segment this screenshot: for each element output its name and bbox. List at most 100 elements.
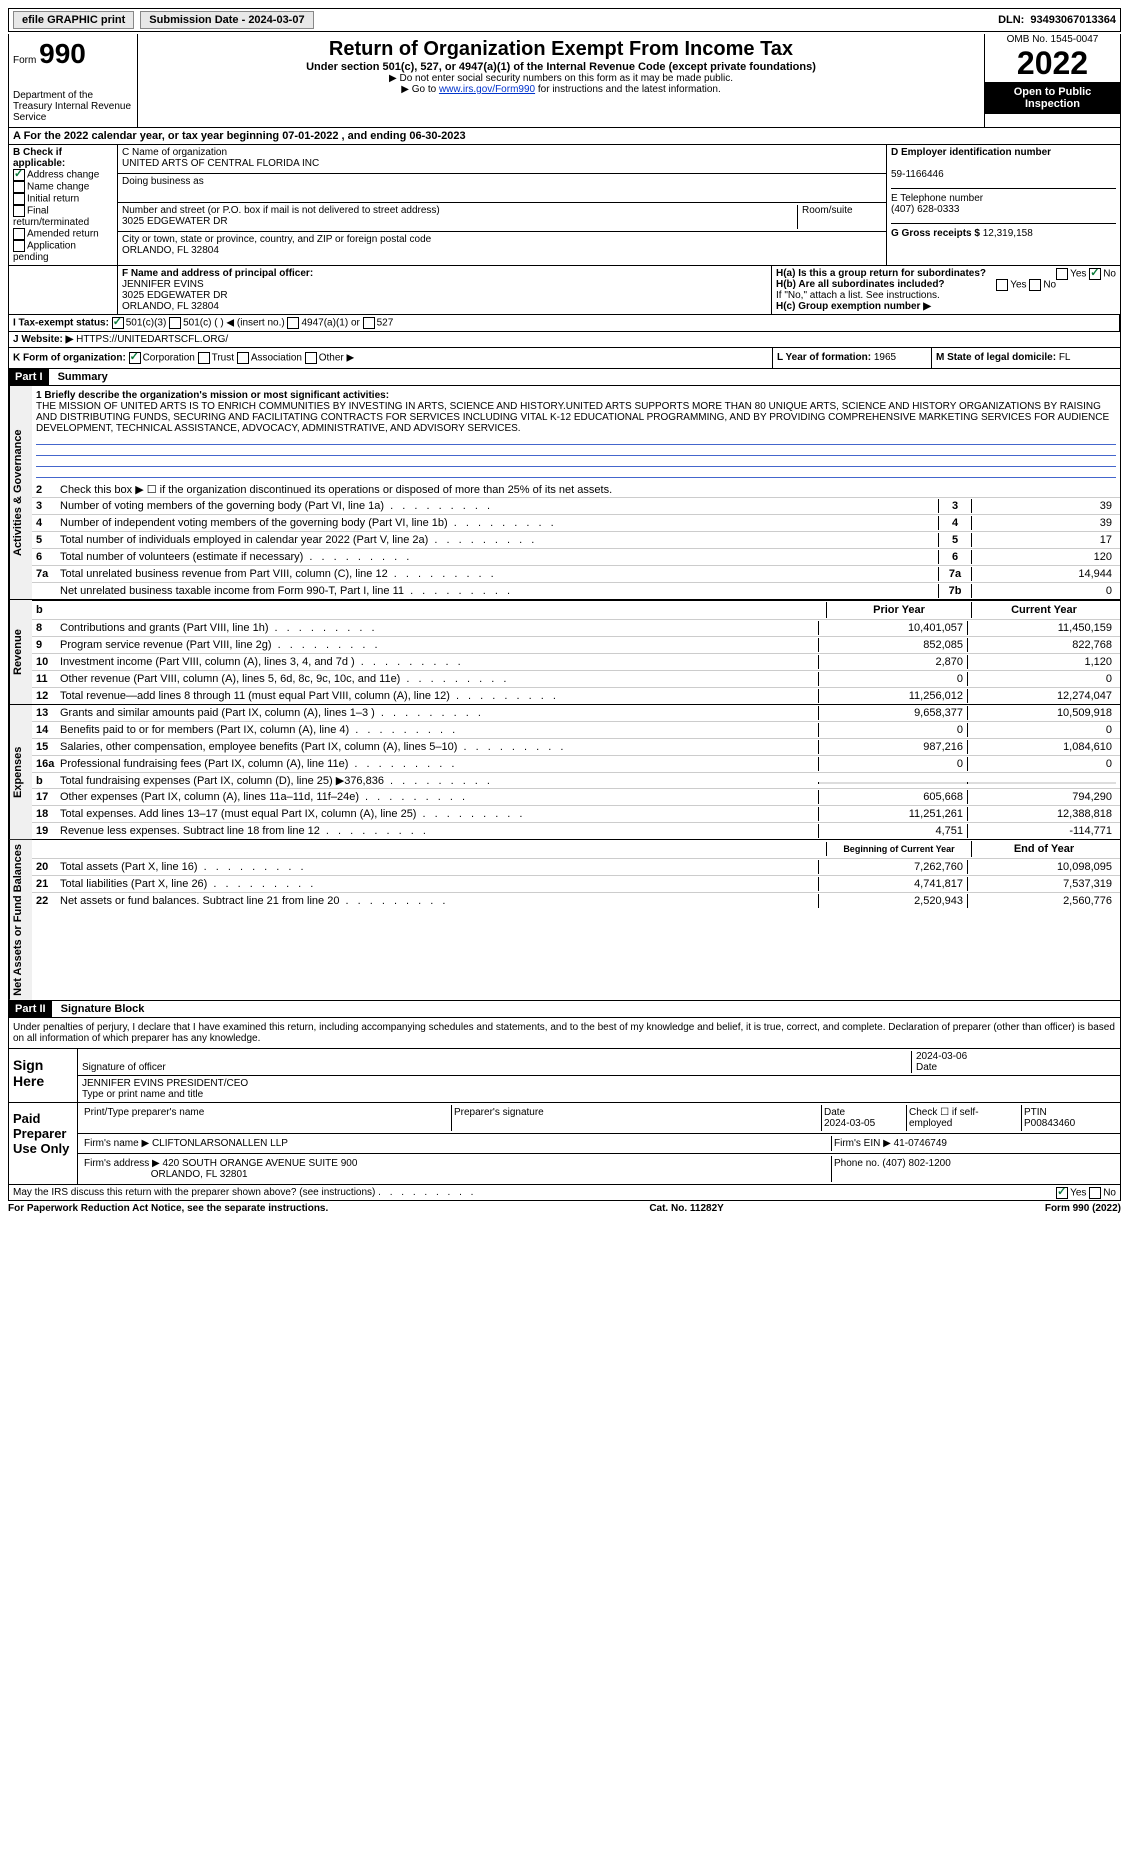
part1-governance: Activities & Governance 1 Briefly descri… xyxy=(8,386,1121,600)
hb-no[interactable] xyxy=(1029,279,1041,291)
org-name-label: C Name of organization xyxy=(122,147,227,158)
part1-title: Summary xyxy=(52,369,114,385)
prep-name-label: Print/Type preparer's name xyxy=(84,1107,204,1118)
room-label: Room/suite xyxy=(802,205,853,216)
officer-addr1: 3025 EDGEWATER DR xyxy=(122,290,228,301)
officer-name-value: JENNIFER EVINS PRESIDENT/CEO xyxy=(82,1078,248,1089)
row-j: J Website: ▶ HTTPS://UNITEDARTSCFL.ORG/ xyxy=(8,332,1121,348)
part1-netassets: Net Assets or Fund Balances Beginning of… xyxy=(8,840,1121,1001)
initial-return-check[interactable] xyxy=(13,193,25,205)
hb-label: H(b) Are all subordinates included? xyxy=(776,279,945,290)
phone-label: E Telephone number xyxy=(891,193,983,204)
part1-revenue: Revenue b Prior Year Current Year 8Contr… xyxy=(8,600,1121,705)
dba-label: Doing business as xyxy=(122,176,204,187)
omb-number: OMB No. 1545-0047 xyxy=(985,34,1120,45)
m-label: M State of legal domicile: xyxy=(936,352,1056,363)
4947-check[interactable] xyxy=(287,317,299,329)
gross-value: 12,319,158 xyxy=(983,228,1033,239)
sign-here-label: Sign Here xyxy=(9,1049,77,1102)
hb-note: If "No," attach a list. See instructions… xyxy=(776,290,1116,301)
tax-year: 2022 xyxy=(985,45,1120,82)
col-c: C Name of organization UNITED ARTS OF CE… xyxy=(118,145,886,265)
name-change-check[interactable] xyxy=(13,181,25,193)
footer-right: Form 990 (2022) xyxy=(1045,1203,1121,1214)
officer-name: JENNIFER EVINS xyxy=(122,279,204,290)
ha-label: H(a) Is this a group return for subordin… xyxy=(776,268,986,279)
k-label: K Form of organization: xyxy=(13,353,126,364)
row-a: A For the 2022 calendar year, or tax yea… xyxy=(8,128,1121,145)
form-subtitle: Under section 501(c), 527, or 4947(a)(1)… xyxy=(142,61,980,73)
part2-header: Part II xyxy=(9,1001,52,1017)
trust-check[interactable] xyxy=(198,352,210,364)
part2-title: Signature Block xyxy=(55,1001,151,1017)
ptin-value: P00843460 xyxy=(1024,1118,1075,1129)
mission-label: 1 Briefly describe the organization's mi… xyxy=(36,390,389,401)
address-change-check[interactable] xyxy=(13,169,25,181)
city-label: City or town, state or province, country… xyxy=(122,234,431,245)
sig-date-label: Date xyxy=(916,1062,937,1073)
501c-check[interactable] xyxy=(169,317,181,329)
type-name-label: Type or print name and title xyxy=(82,1089,203,1100)
col-prior: Prior Year xyxy=(826,602,971,618)
col-b: B Check if applicable: Address change Na… xyxy=(9,145,118,265)
signature-section: Under penalties of perjury, I declare th… xyxy=(8,1018,1121,1201)
discuss-label: May the IRS discuss this return with the… xyxy=(13,1187,375,1198)
form-header: Form 990 Department of the Treasury Inte… xyxy=(8,34,1121,128)
city-value: ORLANDO, FL 32804 xyxy=(122,245,219,256)
assoc-check[interactable] xyxy=(237,352,249,364)
sig-officer-label: Signature of officer xyxy=(82,1062,166,1073)
check-self-label: Check ☐ if self-employed xyxy=(909,1107,979,1129)
hb-yes[interactable] xyxy=(996,279,1008,291)
ein-label: D Employer identification number xyxy=(891,147,1051,158)
hc-label: H(c) Group exemption number ▶ xyxy=(776,301,931,312)
prep-phone-label: Phone no. xyxy=(834,1158,880,1169)
title-center: Return of Organization Exempt From Incom… xyxy=(138,34,984,127)
footer-mid: Cat. No. 11282Y xyxy=(649,1203,723,1214)
corp-check[interactable] xyxy=(129,352,141,364)
year-box: OMB No. 1545-0047 2022 Open to Public In… xyxy=(984,34,1120,127)
discuss-yes[interactable] xyxy=(1056,1187,1068,1199)
firm-city: ORLANDO, FL 32801 xyxy=(151,1169,248,1180)
part1-header: Part I xyxy=(9,369,49,385)
form-title: Return of Organization Exempt From Incom… xyxy=(142,38,980,61)
part1-expenses: Expenses 13Grants and similar amounts pa… xyxy=(8,705,1121,840)
officer-addr2: ORLANDO, FL 32804 xyxy=(122,301,219,312)
page-footer: For Paperwork Reduction Act Notice, see … xyxy=(8,1201,1121,1216)
org-name: UNITED ARTS OF CENTRAL FLORIDA INC xyxy=(122,158,319,169)
section-bcd: B Check if applicable: Address change Na… xyxy=(8,145,1121,266)
other-check[interactable] xyxy=(305,352,317,364)
part2-header-row: Part II Signature Block xyxy=(8,1001,1121,1018)
l-label: L Year of formation: xyxy=(777,352,871,363)
col-begin: Beginning of Current Year xyxy=(826,842,971,856)
section-fh: F Name and address of principal officer:… xyxy=(8,266,1121,315)
ha-yes[interactable] xyxy=(1056,268,1068,280)
website-url: HTTPS://UNITEDARTSCFL.ORG/ xyxy=(76,334,228,345)
dln-label: DLN: xyxy=(998,14,1024,26)
501c3-check[interactable] xyxy=(112,317,124,329)
irs-link[interactable]: www.irs.gov/Form990 xyxy=(439,84,535,95)
firm-addr-label: Firm's address ▶ xyxy=(84,1158,160,1169)
ha-no[interactable] xyxy=(1089,268,1101,280)
top-bar: efile GRAPHIC print Submission Date - 20… xyxy=(8,8,1121,32)
j-label: J Website: ▶ xyxy=(13,334,73,345)
discuss-no[interactable] xyxy=(1089,1187,1101,1199)
gross-label: G Gross receipts $ xyxy=(891,228,980,239)
sig-date-value: 2024-03-06 xyxy=(916,1051,967,1062)
col-h: H(a) Is this a group return for subordin… xyxy=(772,266,1120,314)
form-number: 990 xyxy=(39,38,86,69)
prep-phone: (407) 802-1200 xyxy=(882,1158,950,1169)
final-return-check[interactable] xyxy=(13,205,25,217)
vert-netassets: Net Assets or Fund Balances xyxy=(9,840,32,1000)
col-current: Current Year xyxy=(971,602,1116,618)
527-check[interactable] xyxy=(363,317,375,329)
firm-ein: 41-0746749 xyxy=(894,1138,947,1149)
row-ij: I Tax-exempt status: 501(c)(3) 501(c) ( … xyxy=(8,315,1121,332)
row-klm: K Form of organization: Corporation Trus… xyxy=(8,348,1121,369)
street-value: 3025 EDGEWATER DR xyxy=(122,216,228,227)
application-pending-check[interactable] xyxy=(13,240,25,252)
phone-value: (407) 628-0333 xyxy=(891,204,959,215)
note-2: ▶ Go to www.irs.gov/Form990 for instruct… xyxy=(142,84,980,95)
amended-return-check[interactable] xyxy=(13,228,25,240)
efile-btn[interactable]: efile GRAPHIC print xyxy=(13,11,134,29)
submission-btn[interactable]: Submission Date - 2024-03-07 xyxy=(140,11,313,29)
